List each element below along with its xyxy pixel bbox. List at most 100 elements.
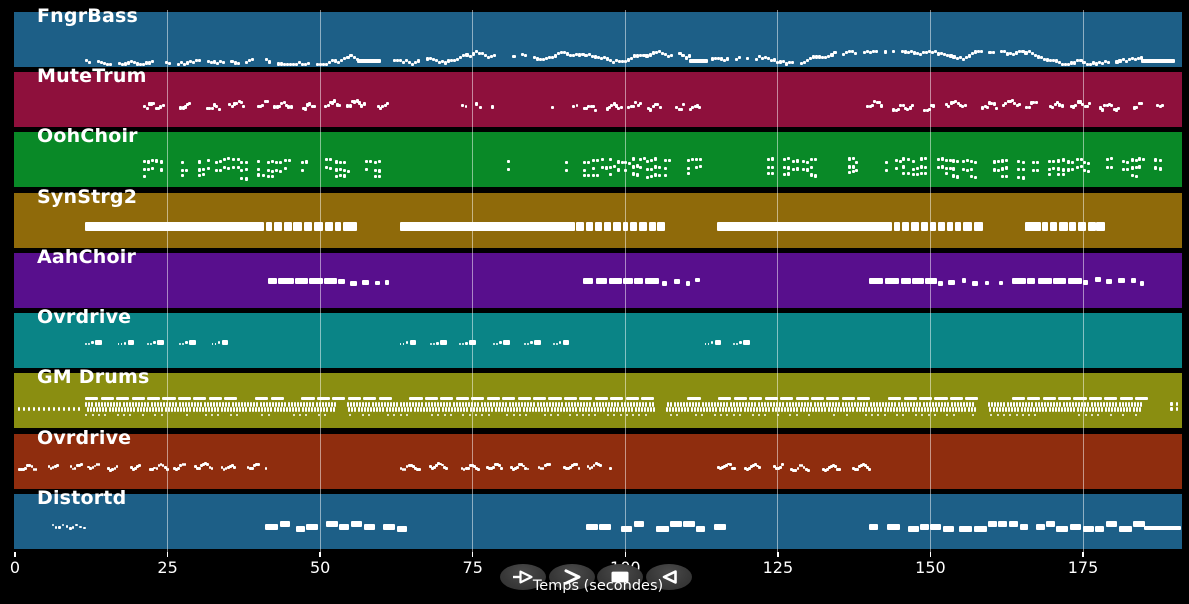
note-mark: [217, 107, 221, 112]
note-mark: [122, 401, 125, 407]
note-mark: [441, 59, 445, 63]
rewind-button[interactable]: [645, 564, 692, 590]
note-mark: [670, 520, 682, 527]
note-mark: [1012, 401, 1015, 407]
note-mark: [414, 467, 417, 471]
fast-forward-button[interactable]: [548, 564, 595, 590]
note-mark: [143, 105, 147, 109]
note-mark: [1025, 105, 1029, 110]
note-mark: [93, 464, 97, 468]
note-mark: [921, 413, 924, 416]
note-mark: [955, 57, 959, 61]
note-mark: [309, 401, 312, 407]
note-mark: [229, 407, 232, 413]
note-mark: [693, 105, 697, 109]
note-mark: [396, 525, 407, 532]
note-mark: [351, 99, 355, 104]
note-mark: [988, 101, 992, 105]
note-mark: [584, 106, 588, 111]
note-mark: [712, 407, 715, 413]
note-mark: [851, 170, 855, 174]
note-mark: [958, 407, 961, 413]
note-mark: [995, 106, 999, 110]
note-mark: [368, 401, 371, 407]
note-mark: [656, 221, 666, 232]
note-mark: [654, 165, 657, 169]
note-mark: [177, 467, 181, 471]
note-mark: [539, 467, 543, 471]
note-mark: [1087, 221, 1096, 232]
note-mark: [250, 401, 253, 407]
note-mark: [485, 407, 488, 413]
note-mark: [317, 413, 320, 416]
note-mark: [749, 407, 752, 413]
note-mark: [279, 161, 283, 165]
note-mark: [851, 165, 855, 169]
note-mark: [927, 107, 931, 112]
note-mark: [471, 463, 474, 467]
note-mark: [384, 401, 386, 407]
note-mark: [870, 413, 873, 416]
note-mark: [1077, 221, 1086, 232]
note-mark: [723, 401, 726, 407]
track-lane-synstrg2: SynStrg2: [14, 186, 1182, 248]
note-mark: [952, 174, 956, 178]
note-mark: [167, 407, 170, 413]
note-mark: [392, 59, 396, 63]
note-mark: [532, 55, 536, 59]
note-mark: [791, 160, 795, 164]
note-mark: [910, 401, 912, 407]
note-mark: [609, 166, 613, 170]
note-mark: [631, 407, 634, 413]
note-mark: [845, 413, 848, 416]
note-mark: [734, 57, 738, 61]
note-mark: [1036, 161, 1040, 165]
note-mark: [179, 464, 183, 468]
note-mark: [952, 407, 954, 413]
note-mark: [938, 401, 940, 407]
note-mark: [930, 407, 933, 413]
note-mark: [631, 172, 635, 176]
note-mark: [581, 407, 584, 413]
note-mark: [47, 465, 51, 469]
note-mark: [203, 401, 206, 407]
note-mark: [834, 465, 837, 468]
note-mark: [854, 51, 858, 55]
note-mark: [461, 401, 464, 407]
play-button[interactable]: [500, 564, 546, 590]
note-mark: [157, 463, 161, 467]
note-mark: [250, 467, 254, 470]
note-mark: [531, 407, 534, 413]
note-mark: [459, 55, 463, 59]
note-mark: [1160, 103, 1164, 108]
note-mark: [304, 407, 307, 413]
note-mark: [612, 407, 615, 413]
note-mark: [658, 174, 662, 178]
note-mark: [279, 62, 284, 66]
note-mark: [28, 463, 32, 467]
note-mark: [809, 166, 813, 170]
note-mark: [601, 401, 604, 407]
note-mark: [328, 101, 332, 105]
note-mark: [1106, 158, 1110, 162]
note-mark: [503, 340, 510, 345]
note-mark: [363, 407, 366, 413]
note-mark: [1036, 407, 1038, 413]
note-mark: [273, 105, 277, 109]
note-mark: [301, 407, 304, 413]
note-mark: [189, 407, 192, 413]
note-mark: [874, 50, 879, 54]
stop-button[interactable]: [597, 564, 643, 590]
note-mark: [304, 63, 308, 67]
note-mark: [1000, 50, 1004, 54]
note-mark: [63, 407, 66, 411]
note-mark: [181, 463, 185, 467]
note-mark: [127, 340, 135, 345]
note-mark: [114, 407, 117, 413]
note-mark: [282, 407, 285, 413]
note-mark: [1011, 277, 1026, 285]
note-mark: [159, 401, 162, 407]
note-mark: [687, 396, 701, 400]
note-mark: [946, 53, 950, 58]
